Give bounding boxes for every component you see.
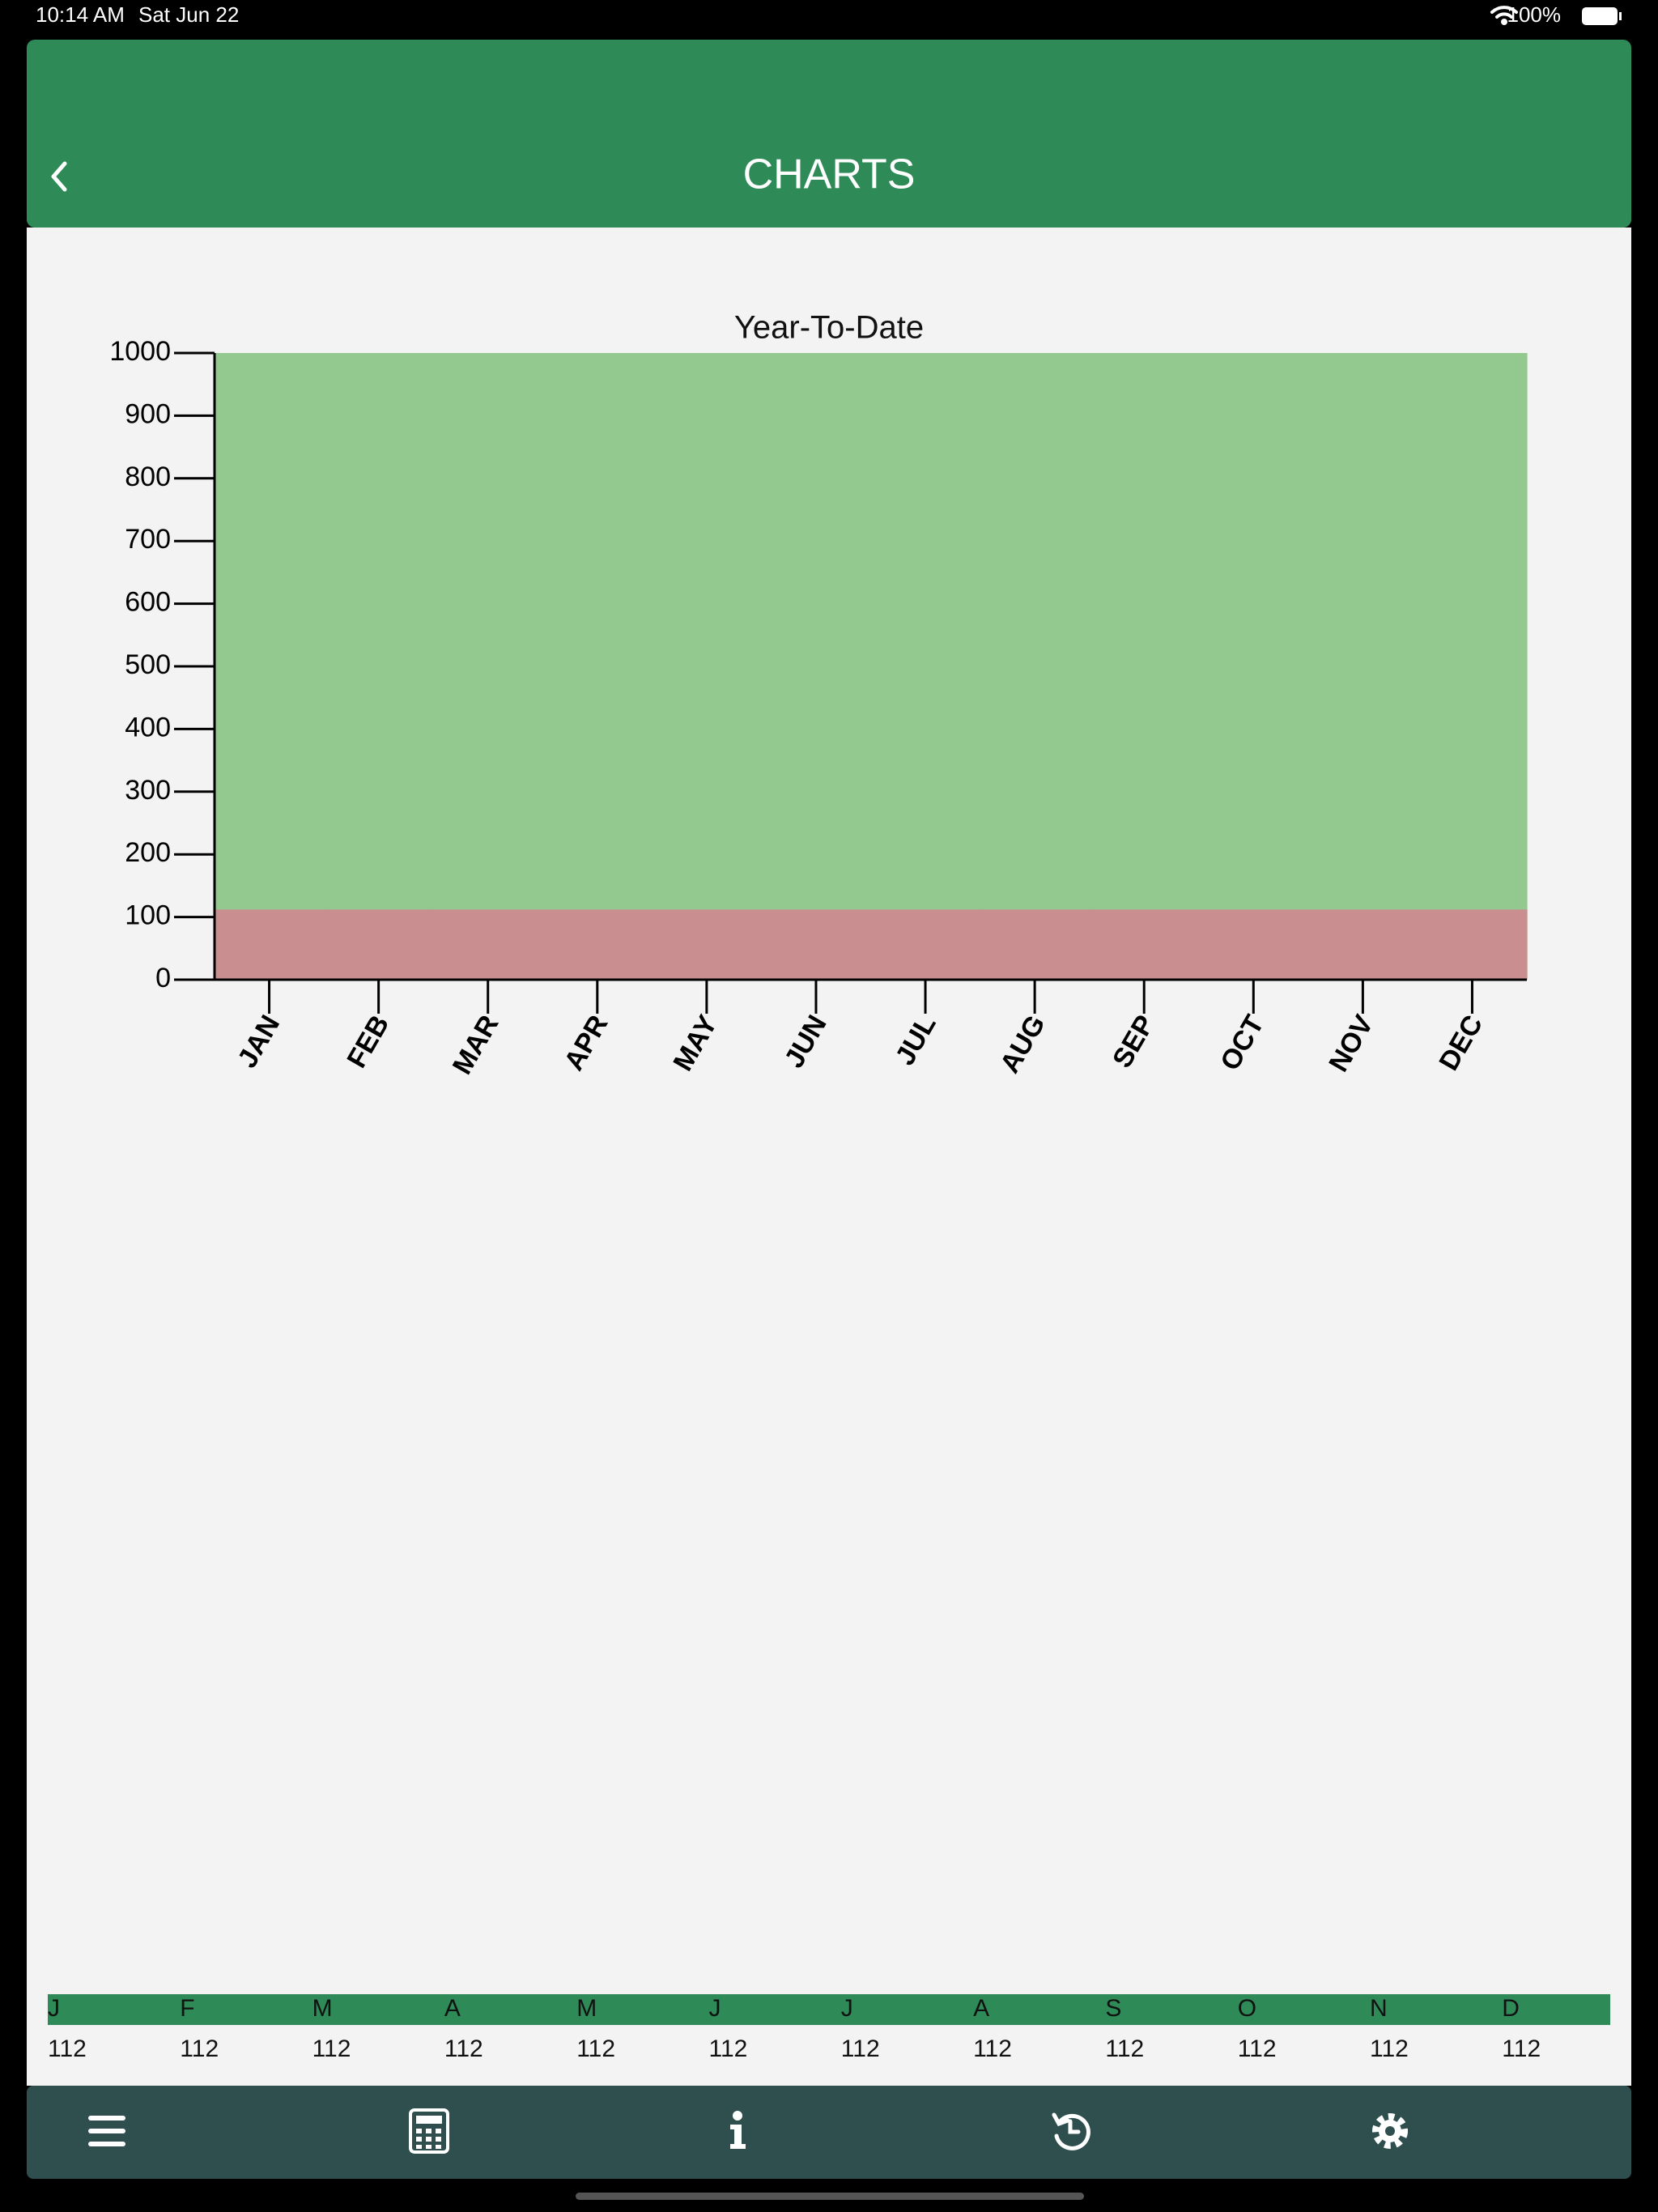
table-value: 112 — [1105, 2035, 1144, 2062]
bar — [1307, 909, 1418, 980]
table-header: J — [48, 1995, 60, 2022]
chart-title: Year-To-Date — [734, 310, 924, 346]
table-value: 112 — [1502, 2035, 1541, 2062]
bar — [1417, 353, 1528, 980]
y-tick-label: 800 — [125, 462, 171, 492]
bar — [980, 909, 1090, 980]
bar — [761, 909, 872, 980]
bar — [761, 353, 872, 980]
table-header: J — [709, 1995, 721, 2022]
bar — [433, 909, 543, 980]
bar — [215, 909, 325, 980]
table-value: 112 — [312, 2035, 351, 2062]
bar — [1089, 353, 1200, 980]
table-value: 112 — [180, 2035, 219, 2062]
table-header-bar — [48, 1994, 1610, 2025]
bar — [542, 353, 653, 980]
calculator-button[interactable] — [409, 2108, 449, 2154]
history-button[interactable] — [1052, 2112, 1090, 2150]
table-value: 112 — [841, 2035, 880, 2062]
table-header: A — [444, 1995, 461, 2022]
y-tick-label: 500 — [125, 649, 171, 680]
bar — [652, 909, 763, 980]
y-tick-label: 300 — [125, 775, 171, 806]
bar — [1198, 353, 1309, 980]
bar — [1307, 353, 1418, 980]
y-tick-label: 0 — [155, 963, 171, 993]
table-value: 112 — [709, 2035, 748, 2062]
y-tick-label: 100 — [125, 900, 171, 931]
bar — [324, 909, 434, 980]
info-button[interactable] — [730, 2111, 746, 2149]
table: J F M A M J J A S O N D 112 112 112 112 112 112 112 112 112 1… — [48, 1995, 1541, 2062]
battery-text: 100% — [1507, 2, 1562, 27]
chart: Year-To-Date 0 100 200 300 400 500 600 700 800 90… — [109, 310, 1528, 1080]
bar — [215, 353, 325, 980]
back-button[interactable] — [51, 161, 67, 192]
bar — [542, 909, 653, 980]
status-time: 10:14 AM — [36, 2, 125, 27]
table-header: M — [312, 1995, 333, 2022]
settings-button[interactable] — [1372, 2113, 1408, 2149]
table-value: 112 — [48, 2035, 87, 2062]
table-header: S — [1105, 1995, 1121, 2022]
table-value: 112 — [1238, 2035, 1277, 2062]
bar — [1089, 909, 1200, 980]
table-value: 112 — [444, 2035, 483, 2062]
table-value: 112 — [576, 2035, 615, 2062]
table-header: N — [1370, 1995, 1388, 2022]
bar — [980, 353, 1090, 980]
bar — [324, 353, 434, 980]
y-tick-label: 700 — [125, 524, 171, 555]
wifi-icon — [1490, 6, 1518, 25]
y-tick-label: 600 — [125, 587, 171, 618]
table-header: J — [841, 1995, 853, 2022]
bar — [1198, 909, 1309, 980]
table-header: D — [1502, 1995, 1520, 2022]
header-title: CHARTS — [743, 151, 916, 198]
table-value: 112 — [1370, 2035, 1409, 2062]
table-value: 112 — [973, 2035, 1012, 2062]
menu-button[interactable] — [88, 2116, 125, 2146]
header — [27, 40, 1631, 228]
bar — [1417, 909, 1528, 980]
table-header: A — [973, 1995, 989, 2022]
y-tick-label: 400 — [125, 712, 171, 742]
table-header: M — [576, 1995, 597, 2022]
bar — [652, 353, 763, 980]
y-tick-label: 1000 — [109, 336, 171, 367]
bar — [433, 353, 543, 980]
home-indicator — [576, 2193, 1084, 2200]
battery-icon — [1582, 7, 1618, 25]
table-header: O — [1238, 1995, 1256, 2022]
table-header: F — [180, 1995, 194, 2022]
bar — [870, 909, 981, 980]
battery-tip — [1619, 12, 1622, 20]
bar — [870, 353, 981, 980]
status-date: Sat Jun 22 — [138, 2, 239, 27]
y-tick-label: 900 — [125, 398, 171, 429]
y-tick-label: 200 — [125, 837, 171, 868]
